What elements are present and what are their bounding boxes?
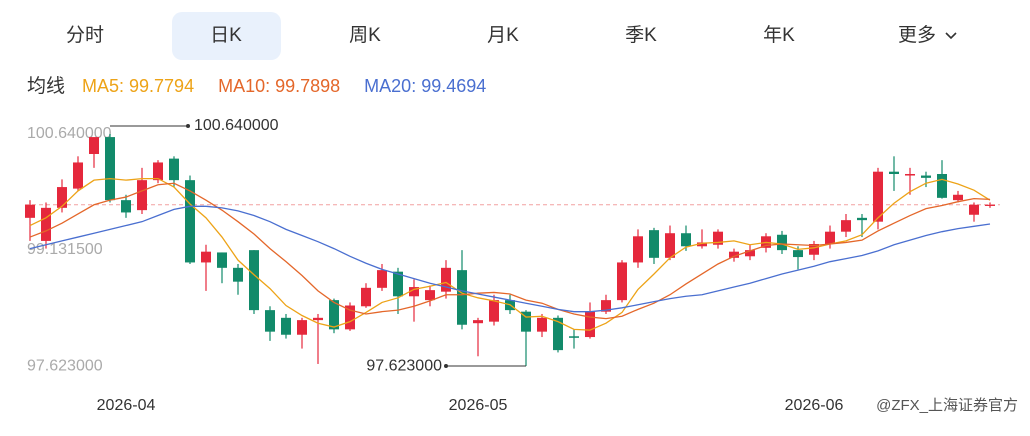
tab[interactable]: 日K: [210, 25, 242, 46]
candle-body: [425, 290, 435, 301]
candle-body: [537, 317, 547, 332]
candle-body: [121, 200, 131, 213]
ma-line: [29, 182, 991, 320]
candle-body: [217, 252, 227, 268]
candle-body: [41, 207, 51, 241]
candle-body: [553, 317, 563, 351]
candle-body: [137, 180, 147, 211]
candle-body: [153, 162, 163, 181]
candle-body: [601, 300, 611, 312]
tab[interactable]: 月K: [487, 25, 519, 46]
candle-body: [873, 171, 883, 222]
ma-legend: MA20: 99.4694: [364, 76, 486, 96]
candle-body: [105, 137, 115, 201]
candle-body: [985, 204, 995, 206]
candle-body: [361, 287, 371, 307]
candle-body: [473, 320, 483, 324]
ma-legend: MA10: 99.7898: [218, 76, 340, 96]
candle-body: [521, 311, 531, 332]
y-tick-label: 97.623000: [27, 357, 103, 374]
candle-body: [57, 187, 67, 208]
candle-body: [713, 231, 723, 245]
candle-body: [393, 271, 403, 297]
candle-body: [281, 317, 291, 335]
candle-body: [345, 305, 355, 330]
candle-body: [697, 242, 707, 247]
candle-body: [569, 336, 579, 338]
indicator-label: 均线: [27, 75, 65, 97]
candle-body: [841, 220, 851, 232]
candle-body: [937, 173, 947, 198]
x-tick-label: 2026-05: [449, 397, 508, 414]
tab-bar: 分时 日K 周K 月K 季K 年K 更多: [66, 24, 936, 46]
candle-body: [953, 194, 963, 201]
candle-body: [297, 320, 307, 335]
candle-body: [921, 175, 931, 178]
more-chevron: [945, 32, 957, 40]
candle-body: [825, 231, 835, 244]
candle-body: [265, 310, 275, 332]
active-tab-bg: [172, 12, 281, 60]
x-tick-label: 2026-06: [785, 397, 844, 414]
candle-body: [793, 250, 803, 258]
candle-body: [729, 251, 739, 258]
max-dot: [186, 124, 190, 129]
min-dot: [444, 364, 448, 369]
candle-body: [185, 180, 195, 263]
candle-body: [457, 270, 467, 325]
max-label: 100.640000: [194, 117, 279, 134]
candle-body: [489, 300, 499, 322]
candle-body: [665, 233, 675, 258]
ma-legend: MA5: 99.7794: [82, 76, 194, 96]
y-tick-label: 99.131500: [27, 241, 103, 258]
candle-body: [25, 204, 35, 218]
candle-body: [809, 243, 819, 255]
candle-body: [409, 287, 419, 297]
candle-body: [857, 217, 867, 221]
candle-body: [233, 267, 243, 282]
tab[interactable]: 分时: [66, 24, 104, 46]
candle-body: [681, 233, 691, 247]
candle-body: [889, 171, 899, 174]
ma-line: [29, 205, 991, 313]
candle-body: [201, 251, 211, 263]
x-tick-label: 2026-04: [97, 397, 156, 414]
tab[interactable]: 年K: [763, 24, 795, 46]
candle-body: [633, 236, 643, 263]
candle-body: [617, 262, 627, 301]
tab[interactable]: 更多: [898, 24, 936, 46]
candle-body: [329, 300, 339, 330]
candle-body: [585, 311, 595, 338]
candle-body: [745, 250, 755, 257]
candle-body: [73, 162, 83, 189]
tab[interactable]: 季K: [625, 24, 657, 46]
candle-body: [249, 250, 259, 311]
watermark: @ZFX_上海证券官方: [876, 397, 1018, 414]
candle-body: [313, 317, 323, 321]
candle-body: [377, 270, 387, 288]
candle-body: [969, 204, 979, 215]
candle-body: [905, 173, 915, 176]
candle-body: [89, 137, 99, 155]
min-label: 97.623000: [366, 357, 442, 374]
candle-body: [777, 234, 787, 251]
tab[interactable]: 周K: [349, 25, 381, 46]
candle-body: [169, 158, 179, 181]
candle-body: [441, 267, 451, 292]
candle-body: [649, 230, 659, 258]
